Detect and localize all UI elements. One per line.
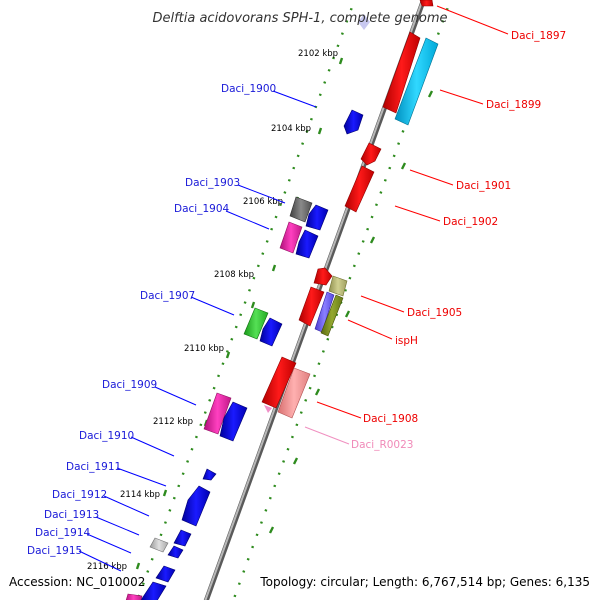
major-ticks (135, 57, 434, 570)
scale-label-2112: 2112 kbp (153, 417, 193, 427)
gene-daci-1907-blue[interactable] (259, 317, 283, 347)
scale-label-2108: 2108 kbp (214, 270, 254, 280)
gene-daci-1913[interactable] (173, 529, 192, 547)
map-title: Delftia acidovorans SPH-1, complete geno… (152, 11, 447, 26)
gene-daci-1903[interactable] (289, 196, 313, 223)
scale-label-2106: 2106 kbp (243, 197, 283, 207)
gene-daci-1905[interactable] (313, 267, 333, 286)
gene-daci-1903-blue[interactable] (305, 204, 329, 231)
gene-daci-1916[interactable] (155, 565, 176, 583)
label-daci-1910: Daci_1910 (79, 430, 134, 442)
gene-isph[interactable] (320, 294, 344, 337)
gene-daci-1898[interactable] (382, 31, 421, 114)
label-daci-1900: Daci_1900 (221, 83, 276, 95)
label-leaders-left (78, 90, 317, 572)
label-daci-1912: Daci_1912 (52, 489, 107, 501)
gene-daci-1897[interactable] (419, 0, 434, 7)
label-daci-1915: Daci_1915 (27, 545, 82, 557)
gene-daci-1898-faint (358, 14, 370, 30)
label-leaders-right (304, 5, 509, 445)
gene-daci-1914[interactable] (149, 537, 169, 553)
gene-daci-1899[interactable] (394, 37, 439, 126)
label-daci-1904: Daci_1904 (174, 203, 230, 215)
gene-daci-1914-blue[interactable] (167, 545, 184, 559)
label-daci-1899: Daci_1899 (486, 99, 541, 111)
scale-label-2114: 2114 kbp (120, 490, 160, 500)
gene-daci-1912[interactable] (181, 485, 211, 527)
label-daci-1902: Daci_1902 (443, 216, 498, 228)
label-isph: ispH (395, 335, 418, 347)
label-daci-1903: Daci_1903 (185, 177, 240, 189)
gene-daci-1917-mag[interactable] (125, 593, 143, 600)
scale-labels: 2102 kbp 2104 kbp 2106 kbp 2108 kbp 2110… (87, 49, 338, 572)
gene-daci-1904-blue[interactable] (295, 229, 319, 259)
gene-daci-1901[interactable] (360, 142, 382, 166)
gene-daci-1906[interactable] (298, 286, 325, 327)
label-daci-1897: Daci_1897 (511, 30, 566, 42)
scale-label-2102: 2102 kbp (298, 49, 338, 59)
topology-label: Topology: circular; Length: 6,767,514 bp… (259, 575, 590, 589)
label-daci-1908: Daci_1908 (363, 413, 418, 425)
gene-labels-left: Daci_1900 Daci_1903 Daci_1904 Daci_1907 … (27, 83, 276, 557)
gene-labels-right: Daci_1897 Daci_1899 Daci_1901 Daci_1902 … (351, 30, 566, 451)
label-daci-1909: Daci_1909 (102, 379, 157, 391)
gene-daci-1904[interactable] (279, 221, 303, 254)
accession-label: Accession: NC_010002 (9, 575, 145, 589)
label-daci-1905: Daci_1905 (407, 307, 462, 319)
gene-daci-1917[interactable] (140, 581, 167, 600)
gene-daci-1905-olive[interactable] (328, 275, 348, 297)
forward-strand-genes (261, 0, 439, 419)
scale-label-2110: 2110 kbp (184, 344, 224, 354)
gene-daci-1909-blue[interactable] (219, 401, 248, 442)
gene-daci-1911[interactable] (202, 468, 217, 481)
reverse-strand-genes (125, 109, 364, 600)
gene-daci-1900[interactable] (343, 109, 364, 135)
gene-daci-1902[interactable] (344, 165, 375, 213)
label-daci-1911: Daci_1911 (66, 461, 121, 473)
gene-daci-r0023[interactable] (277, 367, 311, 419)
label-daci-1907: Daci_1907 (140, 290, 195, 302)
scale-label-2116: 2116 kbp (87, 562, 127, 572)
gene-daci-1907[interactable] (243, 307, 269, 340)
scale-label-2104: 2104 kbp (271, 124, 311, 134)
gene-daci-r0023-tip (264, 405, 272, 413)
label-daci-1901: Daci_1901 (456, 180, 511, 192)
gene-daci-1909[interactable] (203, 392, 232, 435)
label-daci-1914: Daci_1914 (35, 527, 91, 539)
label-daci-1913: Daci_1913 (44, 509, 99, 521)
label-daci-r0023: Daci_R0023 (351, 439, 413, 451)
gene-daci-1908[interactable] (261, 356, 297, 409)
